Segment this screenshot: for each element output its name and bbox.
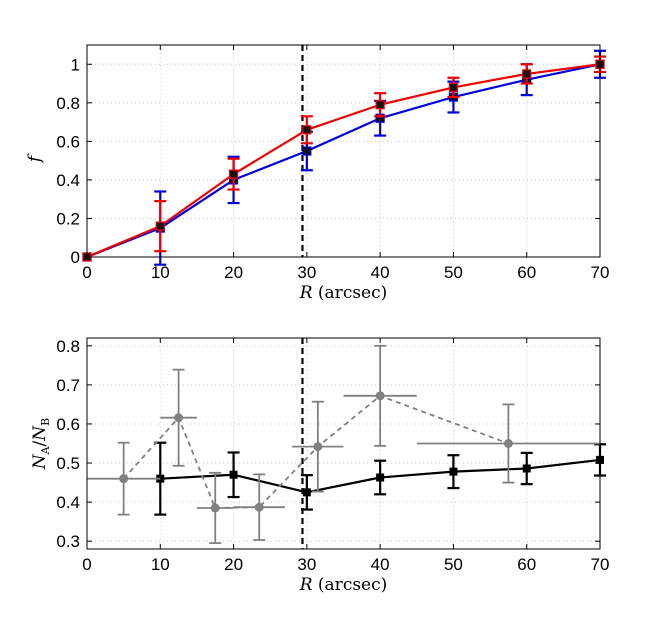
bottom-series-gray-point xyxy=(119,474,129,484)
top-x-tick-label: 60 xyxy=(517,263,536,282)
top-series-red-point xyxy=(375,100,385,110)
bottom-x-axis-label: R (arcsec) xyxy=(299,575,388,595)
top-x-tick-label: 20 xyxy=(224,263,243,282)
bottom-x-tick-label: 10 xyxy=(151,555,170,574)
bottom-series-black-point xyxy=(522,464,531,473)
bottom-series-gray-point xyxy=(174,413,184,423)
bottom-x-tick-label: 40 xyxy=(371,555,390,574)
top-y-tick-label: 0 xyxy=(71,248,80,267)
top-series-red-point xyxy=(522,69,532,79)
bottom-series-black-point xyxy=(449,467,458,476)
bottom-x-tick-label: 70 xyxy=(591,555,610,574)
top-series-red-line xyxy=(86,63,601,259)
top-series-red-point xyxy=(155,221,165,231)
bottom-panel: 0 10 20 30 40 50 60 70 0.3 0.4 0.5 0.6 0.7 0.8 R (arcs… xyxy=(30,337,609,595)
bottom-x-tick-label: 0 xyxy=(82,555,91,574)
bottom-series-gray-point xyxy=(254,502,264,512)
bottom-y-tick-label: 0.3 xyxy=(56,532,80,551)
bottom-axes-frame xyxy=(86,337,601,550)
top-series-red-point xyxy=(228,169,239,179)
bottom-series-gray-point xyxy=(210,503,220,513)
bottom-x-tick-label: 30 xyxy=(297,555,316,574)
bottom-series-black-point xyxy=(376,473,385,482)
top-y-tick-label: 0.8 xyxy=(56,94,80,113)
top-series-red-point xyxy=(448,82,459,93)
top-x-tick-label: 50 xyxy=(444,263,463,282)
bottom-x-tick-label: 50 xyxy=(444,555,463,574)
top-x-tick-label: 0 xyxy=(82,263,91,282)
bottom-y-axis-label: NA/NB xyxy=(30,418,52,471)
bottom-y-tick-label: 0.6 xyxy=(56,415,80,434)
top-y-tick-label: 0.6 xyxy=(56,132,80,151)
bottom-series-gray-point xyxy=(503,439,513,448)
bottom-y-tick-label: 0.4 xyxy=(56,493,80,512)
top-x-axis-label: R (arcsec) xyxy=(299,283,388,303)
top-y-tick-label: 0.2 xyxy=(56,209,80,228)
top-axes-frame xyxy=(86,44,601,258)
top-series-blue-point xyxy=(302,146,312,156)
bottom-y-tick-label: 0.7 xyxy=(56,376,80,395)
bottom-x-tick-label: 20 xyxy=(224,555,243,574)
top-x-tick-label: 70 xyxy=(591,263,610,282)
top-x-tick-label: 10 xyxy=(151,263,170,282)
bottom-series-gray-point xyxy=(313,442,323,452)
top-x-tick-label: 40 xyxy=(371,263,390,282)
top-y-tick-label: 0.4 xyxy=(56,171,80,190)
top-panel: 0 10 20 30 40 50 60 70 0 0.2 0.4 0.6 0.8 1 R (arcsec) f xyxy=(25,44,610,303)
bottom-series-black-point xyxy=(229,470,238,479)
bottom-series-black-point xyxy=(302,488,311,497)
bottom-y-tick-label: 0.8 xyxy=(56,337,80,356)
top-series-blue-line xyxy=(86,63,601,259)
bottom-series-gray-point xyxy=(375,391,385,401)
top-y-tick-label: 1 xyxy=(71,55,80,74)
top-series-red-point xyxy=(302,125,312,135)
bottom-y-tick-label: 0.5 xyxy=(56,454,80,473)
bottom-x-tick-label: 60 xyxy=(517,555,536,574)
top-x-tick-label: 30 xyxy=(297,263,316,282)
top-y-axis-label: f xyxy=(25,153,45,164)
